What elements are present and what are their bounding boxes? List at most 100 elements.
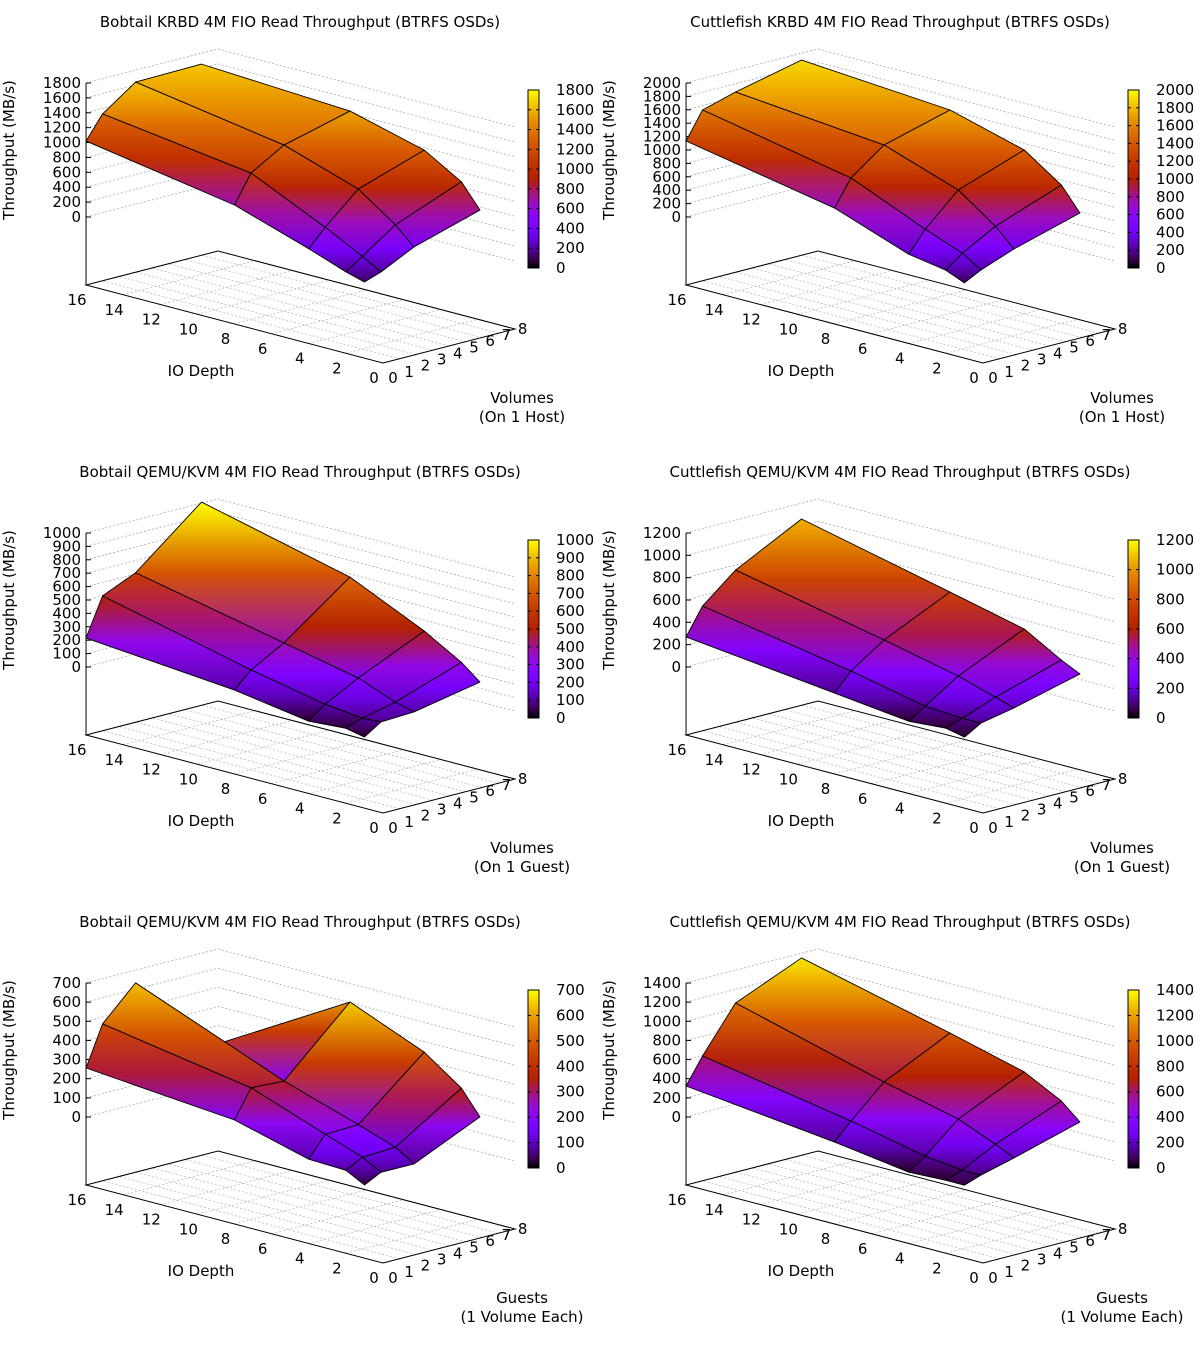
base-grid-line <box>797 1179 930 1215</box>
colorbar-tick-label: 1800 <box>556 81 594 99</box>
base-grid-line <box>197 729 330 765</box>
z-tick-label: 1200 <box>643 128 681 146</box>
base-grid-line <box>735 1171 1033 1251</box>
chart-title: Bobtail KRBD 4M FIO Read Throughput (BTR… <box>100 13 500 31</box>
colorbar-tick-label: 0 <box>556 259 566 277</box>
x-tick-label: 4 <box>895 800 905 818</box>
base-grid-line <box>768 713 1066 793</box>
base-grid-line <box>735 721 1033 801</box>
x-axis-label: IO Depth <box>168 812 235 830</box>
y-tick-label: 7 <box>502 1226 512 1244</box>
z-tick-label: 400 <box>652 181 681 199</box>
colorbar-tick-label: 1000 <box>1156 1032 1194 1050</box>
base-grid-line <box>197 279 330 315</box>
colorbar-tick-label: 1200 <box>1156 1006 1194 1024</box>
z-tick-label: 500 <box>52 591 81 609</box>
x-tick-label: 14 <box>105 1201 124 1219</box>
colorbar-tick-label: 900 <box>556 549 585 567</box>
chart-title: Cuttlefish QEMU/KVM 4M FIO Read Throughp… <box>670 913 1131 931</box>
y-axis-label: Volumes <box>1090 389 1154 407</box>
chart-canvas: Bobtail QEMU/KVM 4M FIO Read Throughput … <box>0 913 585 1326</box>
base-grid-line <box>871 299 1004 335</box>
plot-cuttlefish-qemu-guests: Cuttlefish QEMU/KVM 4M FIO Read Throughp… <box>600 900 1200 1350</box>
colorbar-tick-label: 1200 <box>1156 531 1194 549</box>
y-tick-label: 6 <box>1085 1232 1095 1250</box>
base-border <box>684 1150 1117 1264</box>
colorbar-tick-label: 400 <box>1156 1108 1185 1126</box>
y-tick-label: 4 <box>453 794 463 812</box>
x-tick-label: 16 <box>667 741 686 759</box>
x-tick-label: 14 <box>705 301 724 319</box>
colorbar-tick-label: 0 <box>1156 259 1166 277</box>
base-border <box>84 250 517 364</box>
chart-title: Bobtail QEMU/KVM 4M FIO Read Throughput … <box>79 463 520 481</box>
x-tick-label: 10 <box>779 320 798 338</box>
base-grid-line <box>784 709 1083 788</box>
y-tick-label: 4 <box>1053 1244 1063 1262</box>
base-grid-line <box>871 749 1004 785</box>
z-tick-label: 800 <box>652 569 681 587</box>
z-axis-label: Throughput (MB/s) <box>0 80 18 221</box>
plot-bobtail-qemu-volumes: Bobtail QEMU/KVM 4M FIO Read Throughput … <box>0 450 600 900</box>
x-axis-label: IO Depth <box>168 1262 235 1280</box>
base-grid-line <box>702 730 1000 810</box>
z-tick-label: 400 <box>652 1070 681 1088</box>
z-tick-label: 600 <box>52 163 81 181</box>
x-tick-label: 2 <box>332 359 342 377</box>
colorbar-tick-label: 0 <box>1156 709 1166 727</box>
z-tick-label: 1800 <box>643 87 681 105</box>
colorbar-tick-label: 600 <box>556 602 585 620</box>
chart-canvas: Cuttlefish QEMU/KVM 4M FIO Read Throughp… <box>600 463 1194 876</box>
x-tick-label: 2 <box>932 359 942 377</box>
y-tick-label: 3 <box>437 1251 447 1269</box>
base-grid-line <box>201 1154 499 1234</box>
z-axis-label: Throughput (MB/s) <box>600 80 618 221</box>
x-axis-label: IO Depth <box>768 362 835 380</box>
x-tick-label: 4 <box>895 1250 905 1268</box>
x-tick-label: 16 <box>667 291 686 309</box>
x-tick-label: 10 <box>179 1220 198 1238</box>
z-tick-label: 200 <box>52 1070 81 1088</box>
x-tick-label: 8 <box>221 330 231 348</box>
base-grid-line <box>345 768 478 804</box>
x-tick-label: 16 <box>67 1191 86 1209</box>
y-tick-label: 1 <box>404 1263 414 1281</box>
x-tick-label: 4 <box>295 800 305 818</box>
plot-bobtail-krbd: Bobtail KRBD 4M FIO Read Throughput (BTR… <box>0 0 600 450</box>
colorbar-tick-label: 0 <box>1156 1159 1166 1177</box>
x-tick-label: 8 <box>821 780 831 798</box>
base-grid-line <box>184 709 483 788</box>
y-tick-label: 5 <box>1069 1238 1079 1256</box>
chart-title: Cuttlefish QEMU/KVM 4M FIO Read Throughp… <box>670 463 1131 481</box>
grid-line <box>685 61 1116 141</box>
z-axis-label: Throughput (MB/s) <box>0 530 18 671</box>
x-tick-label: 14 <box>105 751 124 769</box>
x-tick-label: 6 <box>258 340 268 358</box>
colorbar-tick-label: 400 <box>1156 223 1185 241</box>
colorbar-tick-label: 300 <box>556 1083 585 1101</box>
z-tick-label: 300 <box>52 618 81 636</box>
y-tick-label: 2 <box>421 1257 431 1275</box>
y-tick-label: 8 <box>518 1220 528 1238</box>
x-tick-label: 16 <box>67 741 86 759</box>
surface <box>685 957 1081 1186</box>
y-tick-label: 4 <box>453 344 463 362</box>
z-tick-label: 1600 <box>643 101 681 119</box>
z-tick-label: 600 <box>652 591 681 609</box>
colorbar-tick-label: 700 <box>556 584 585 602</box>
x-tick-label: 6 <box>258 790 268 808</box>
x-tick-label: 14 <box>705 751 724 769</box>
base-grid-line <box>118 1176 417 1255</box>
x-tick-label: 2 <box>332 809 342 827</box>
colorbar-tick-label: 400 <box>556 638 585 656</box>
y-tick-label: 4 <box>1053 794 1063 812</box>
x-tick-label: 12 <box>142 311 161 329</box>
z-tick-label: 1000 <box>643 141 681 159</box>
surface <box>685 59 1081 284</box>
y-axis-label: (1 Volume Each) <box>461 1308 584 1326</box>
z-tick-label: 1200 <box>643 993 681 1011</box>
z-tick-label: 600 <box>652 168 681 186</box>
base-grid-line <box>102 280 400 360</box>
x-axis-label: IO Depth <box>768 812 835 830</box>
base-grid <box>85 1150 516 1264</box>
